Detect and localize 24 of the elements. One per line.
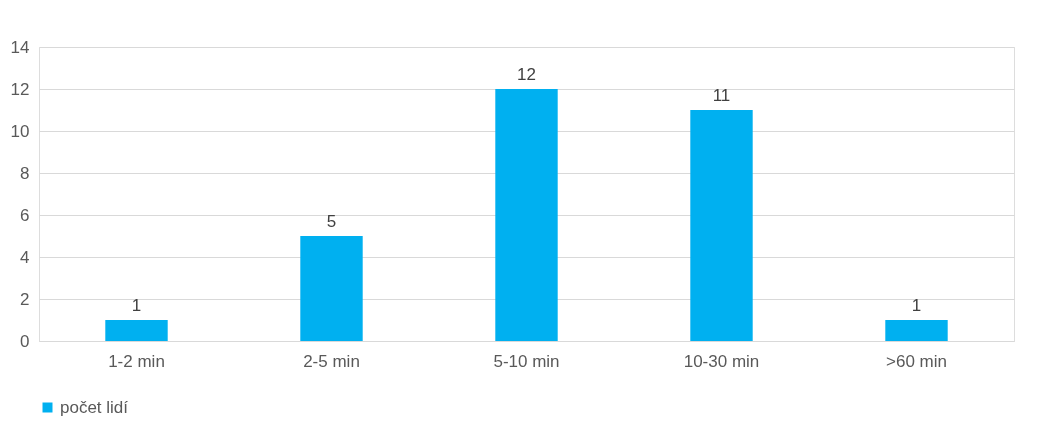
data-label: 11	[712, 86, 731, 105]
x-tick-label: 2-5 min	[303, 351, 360, 371]
data-label: 12	[517, 65, 536, 84]
y-tick-label: 12	[10, 79, 30, 99]
x-tick-label: >60 min	[886, 351, 947, 371]
legend-label: počet lidí	[60, 397, 129, 417]
y-tick-label: 6	[20, 205, 30, 225]
data-label: 1	[911, 296, 922, 315]
bar	[105, 320, 168, 341]
bar	[885, 320, 948, 341]
data-label: 5	[326, 212, 337, 231]
x-tick-label: 10-30 min	[683, 351, 760, 371]
y-tick-label: 0	[20, 331, 30, 351]
y-tick-label: 10	[10, 121, 30, 141]
x-tick-label: 1-2 min	[108, 351, 165, 371]
bar	[495, 89, 558, 341]
data-label: 1	[131, 296, 142, 315]
bar	[300, 236, 363, 341]
y-tick-label: 14	[10, 37, 30, 57]
y-tick-label: 2	[20, 289, 30, 309]
bar	[690, 110, 753, 341]
x-tick-label: 5-10 min	[493, 351, 560, 371]
y-tick-label: 4	[20, 247, 30, 267]
y-tick-label: 8	[20, 163, 30, 183]
